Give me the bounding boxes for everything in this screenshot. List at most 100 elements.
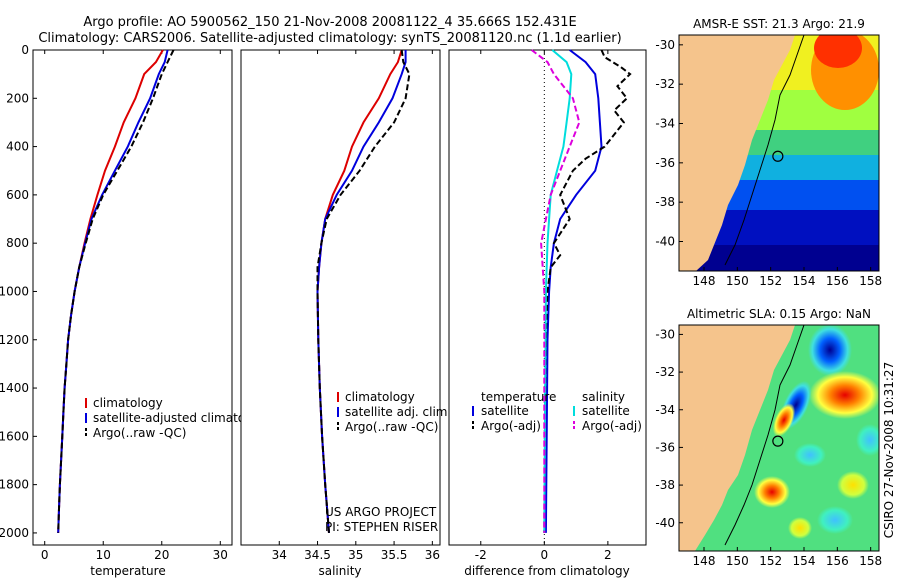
- y-tick-label: 1600: [0, 429, 29, 443]
- csiro-timestamp: CSIRO 27-Nov-2008 10:31:27: [882, 362, 896, 538]
- sst-map-ticks: 148 150 152 154 156 158 -30 -32 -34 -36 -38 -40: [655, 38, 882, 288]
- x-tick-label: 35: [348, 548, 363, 562]
- salinity-legend: climatology satellite adj. clim. Argo(..…: [337, 390, 451, 434]
- salinity-panel: 34 34.5 35 35.5 36 salinity climatology sate…: [240, 49, 451, 578]
- y-tick-label: 2000: [0, 526, 29, 540]
- sla-warm-eddy: [809, 371, 879, 419]
- legend-label-argo: Argo(..raw -QC): [93, 426, 186, 440]
- x-tick-label: 35.5: [381, 548, 408, 562]
- y-tick-label: 600: [6, 188, 29, 202]
- map-x-tick-label: 158: [859, 554, 882, 568]
- x-tick-label: 0: [41, 548, 49, 562]
- temperature-panel: 0 200 400 600 800 1000 1200 1400 1600 1800 2000 0 1…: [0, 43, 271, 578]
- x-tick-label: 20: [154, 548, 169, 562]
- sst-map-panel: AMSR-E SST: 21.3 Argo: 21.9 148 150 152 154…: [655, 17, 882, 288]
- temperature-lines: [57, 49, 175, 533]
- map-y-tick-label: -34: [655, 403, 675, 417]
- sla-map-panel: Altimetric SLA: 0.15 Argo: NaN 148 150 152…: [655, 307, 882, 568]
- legend-label-salt-argo: Argo(-adj): [582, 419, 642, 433]
- shelf-contour-sla: [724, 325, 805, 546]
- map-y-tick-label: -38: [655, 478, 675, 492]
- salinity-xticks: 34 34.5 35 35.5 36: [272, 50, 440, 562]
- legend-title-salinity: salinity: [582, 390, 625, 404]
- temperature-axes-frame: [32, 49, 233, 546]
- map-y-tick-label: -38: [655, 195, 675, 209]
- sla-map-frame: [678, 324, 880, 552]
- temperature-legend: climatology satellite-adjusted climatolo…: [85, 396, 271, 440]
- argo-position-marker: [772, 435, 784, 447]
- project-annotation-line2: PI: STEPHEN RISER: [325, 520, 438, 534]
- y-tick-label: 200: [6, 91, 29, 105]
- x-tick-label: 2: [604, 548, 612, 562]
- sla-cyan-eddy-1: [794, 443, 826, 467]
- map-x-tick-label: 150: [726, 274, 749, 288]
- series-line-temperature-argo-adj-: [543, 49, 632, 533]
- legend-label-argo: Argo(..raw -QC): [345, 420, 438, 434]
- y-tick-label: 1200: [0, 333, 29, 347]
- legend-title-temperature: temperature: [481, 390, 556, 404]
- y-tick-label: 0: [21, 43, 29, 57]
- salinity-lines: [316, 49, 411, 533]
- sst-map-title: AMSR-E SST: 21.3 Argo: 21.9: [693, 17, 865, 31]
- y-tick-label: 1800: [0, 478, 29, 492]
- sla-yellow-eddy-2: [788, 517, 812, 539]
- sla-warm-filament: [772, 403, 796, 437]
- map-x-tick-label: 154: [793, 554, 816, 568]
- project-annotation-line1: US ARGO PROJECT: [325, 505, 437, 519]
- temperature-xlabel: temperature: [90, 564, 165, 578]
- map-y-tick-label: -34: [655, 117, 675, 131]
- legend-label-satellite: satellite adj. clim.: [345, 405, 451, 419]
- series-line-argo-raw-qc-: [316, 49, 411, 533]
- temperature-yticks: 0 200 400 600 800 1000 1200 1400 1600 1800 2000: [0, 43, 37, 540]
- sla-map-ticks: 148 150 152 154 156 158 -30 -32 -34 -36 -38 -40: [655, 327, 882, 568]
- header-line2: Climatology: CARS2006. Satellite-adjuste…: [38, 31, 621, 46]
- map-y-tick-label: -36: [655, 156, 675, 170]
- salinity-xlabel: salinity: [318, 564, 361, 578]
- x-tick-label: 34.5: [304, 548, 331, 562]
- map-x-tick-label: 156: [826, 554, 849, 568]
- sla-cyan-eddy-2: [817, 506, 853, 534]
- series-line-argo-raw-qc-: [57, 49, 175, 533]
- sla-map-title: Altimetric SLA: 0.15 Argo: NaN: [687, 307, 871, 321]
- shelf-contour-sst: [724, 35, 805, 266]
- x-tick-label: 0: [541, 548, 549, 562]
- land-mass-sla: [679, 325, 795, 551]
- legend-label-temp-argo: Argo(-adj): [481, 419, 541, 433]
- legend-label-satellite: satellite-adjusted climatology: [93, 411, 271, 425]
- map-y-tick-label: -32: [655, 365, 675, 379]
- difference-legend: temperature satellite Argo(-adj) salinit…: [472, 390, 642, 433]
- difference-xlabel: difference from climatology: [464, 564, 630, 578]
- map-y-tick-label: -36: [655, 440, 675, 454]
- map-x-tick-label: 152: [759, 554, 782, 568]
- salinity-axes-frame: [240, 49, 441, 546]
- map-x-tick-label: 150: [726, 554, 749, 568]
- land-mass-sst: [679, 35, 795, 271]
- legend-label-climatology: climatology: [93, 396, 163, 410]
- sst-map-frame: [678, 34, 880, 272]
- series-line-salinity-satellite: [543, 49, 573, 533]
- difference-xticks: -2 0 2: [475, 50, 612, 562]
- argo-position-marker: [772, 150, 784, 162]
- map-y-tick-label: -32: [655, 77, 675, 91]
- map-x-tick-label: 154: [793, 274, 816, 288]
- map-x-tick-label: 156: [826, 274, 849, 288]
- sst-warm-centre: [814, 35, 862, 68]
- sla-yellow-eddy: [837, 471, 869, 499]
- map-x-tick-label: 148: [693, 274, 716, 288]
- legend-label-climatology: climatology: [345, 390, 415, 404]
- map-y-tick-label: -30: [655, 327, 675, 341]
- map-x-tick-label: 148: [693, 554, 716, 568]
- sla-cyan-eddy-3: [856, 424, 879, 456]
- y-tick-label: 1000: [0, 284, 29, 298]
- sla-warm-eddy-south: [754, 476, 790, 508]
- map-y-tick-label: -30: [655, 38, 675, 52]
- temperature-xticks: 0 10 20 30: [41, 50, 228, 562]
- sla-cold-eddy: [808, 325, 852, 376]
- series-line-temperature-satellite: [544, 49, 603, 533]
- header-line1: Argo profile: AO 5900562_150 21-Nov-2008…: [83, 15, 576, 30]
- series-line-satellite-adjusted-climatology: [57, 49, 169, 533]
- map-x-tick-label: 152: [759, 274, 782, 288]
- y-tick-label: 1400: [0, 381, 29, 395]
- x-tick-label: 36: [425, 548, 440, 562]
